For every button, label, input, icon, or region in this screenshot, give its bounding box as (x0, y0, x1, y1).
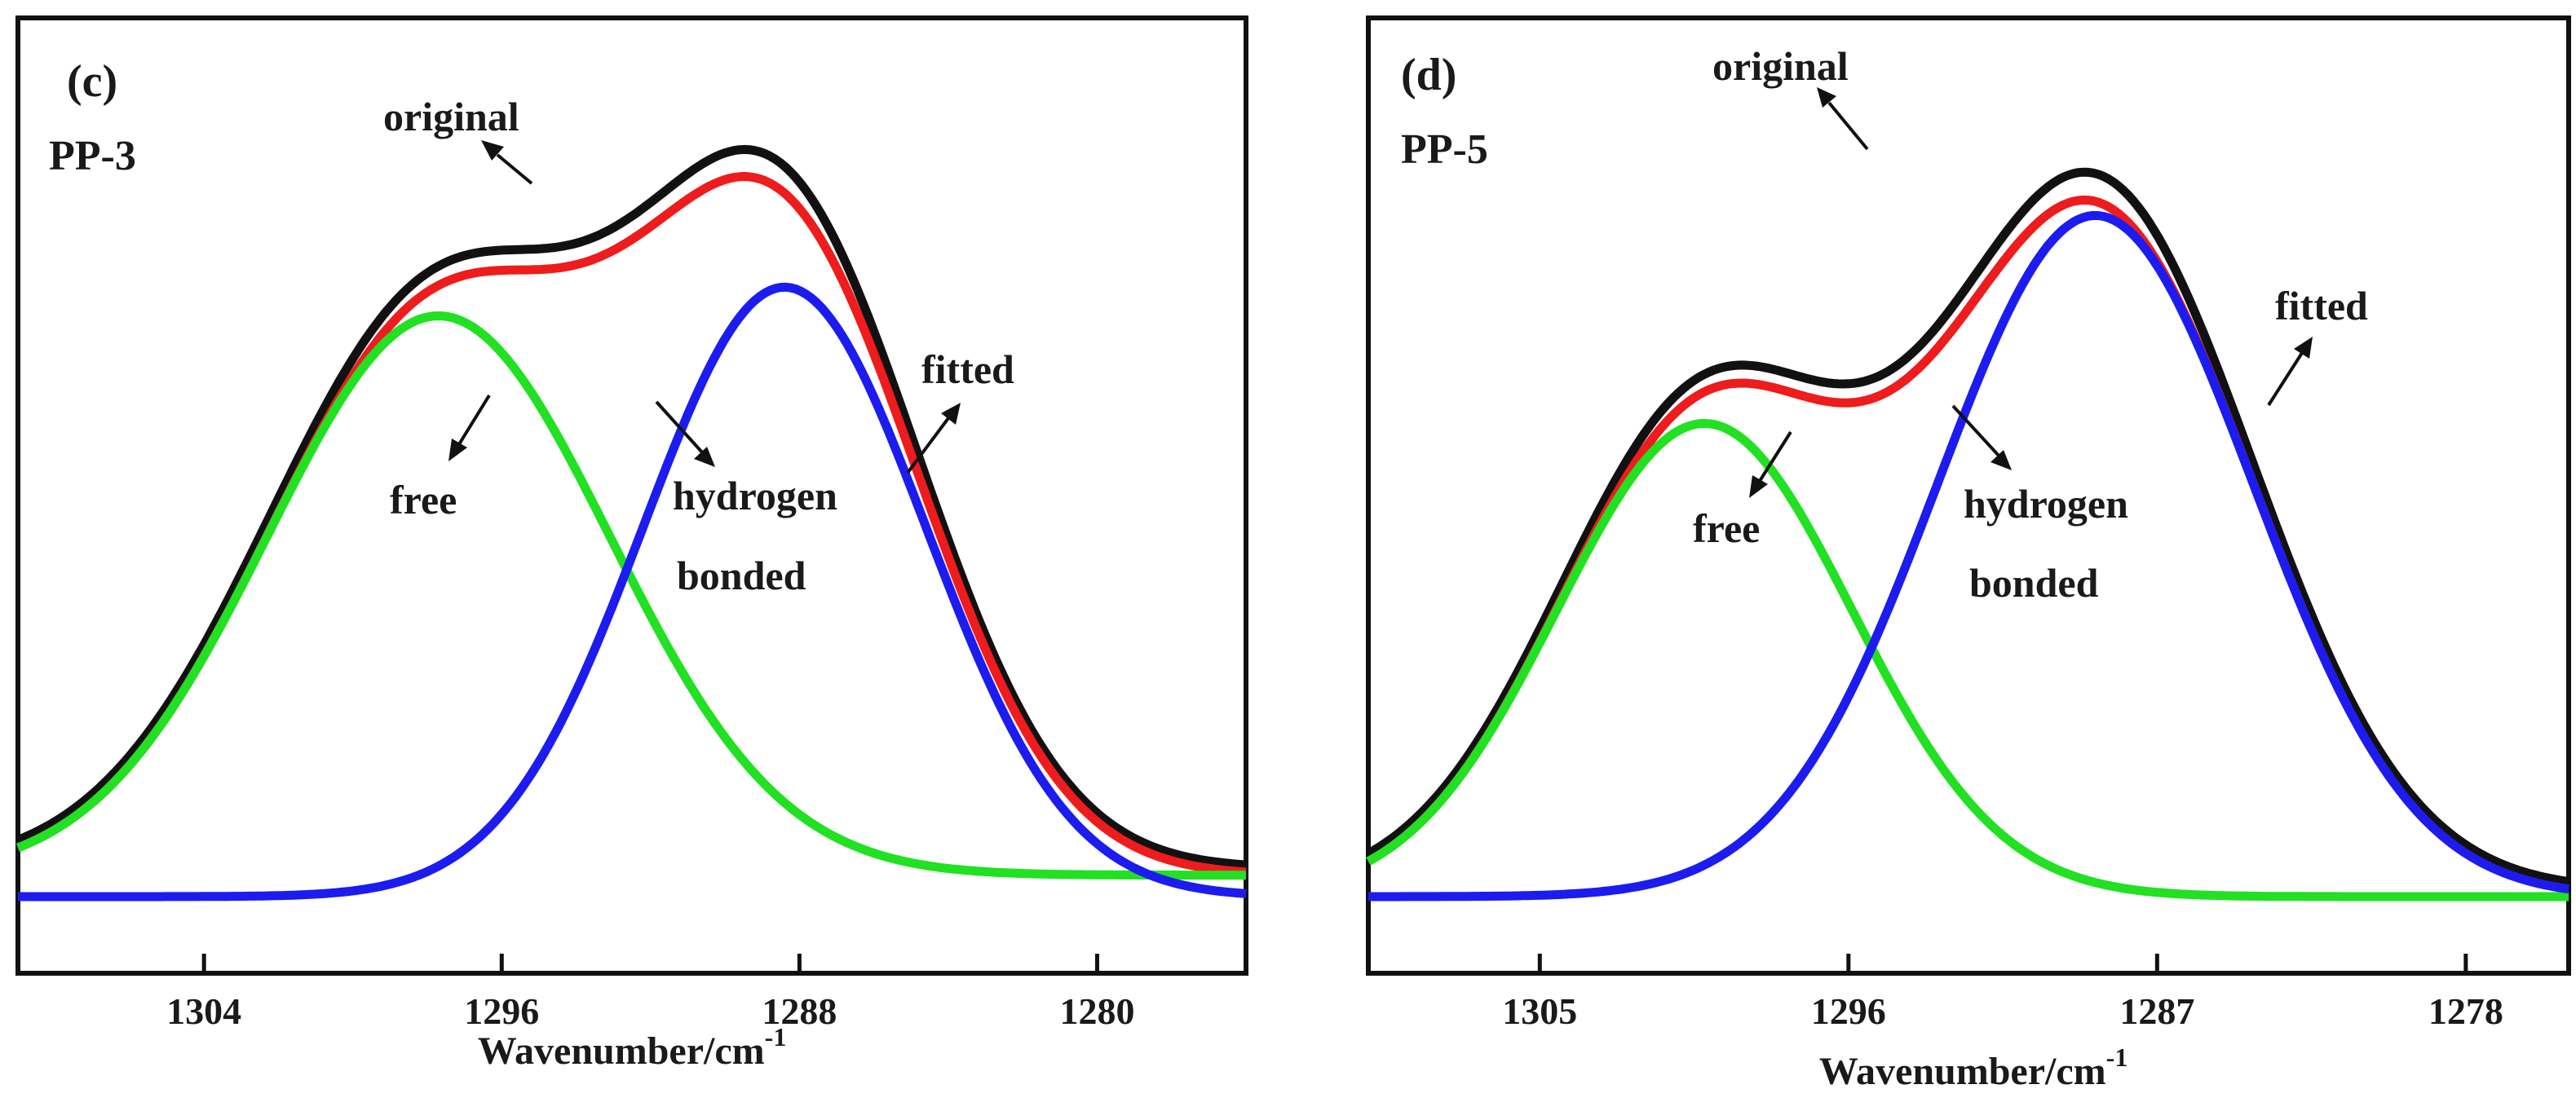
series-free (1366, 419, 2569, 902)
free-arrow (448, 394, 491, 461)
x-tick-label: 1296 (1811, 990, 1886, 1032)
curves (15, 144, 1247, 902)
free-label: free (390, 477, 457, 522)
series-free (15, 311, 1246, 880)
x-tick-label: 1280 (1059, 990, 1134, 1032)
free-arrow (1749, 430, 1792, 498)
panel-label: (c) (67, 56, 117, 107)
plot-frame (15, 15, 1248, 976)
x-axis-title: Wavenumber/cm-1 (1819, 1043, 2128, 1093)
x-axis-title: Wavenumber/cm-1 (478, 1022, 787, 1073)
bonded-label: bonded (677, 553, 806, 598)
hydrogen-label: hydrogen (1964, 481, 2128, 527)
panel-d: 1305 1296 1287 1278 (d) PP-5 original fitte… (1366, 15, 2571, 1093)
curves (1366, 167, 2569, 902)
original-label: original (1712, 43, 1849, 89)
x-tick-label: 1278 (2428, 990, 2503, 1032)
panel-label: (d) (1401, 50, 1456, 100)
series-hydrogen-bonded (1368, 210, 2569, 902)
sample-label: PP-3 (49, 133, 136, 179)
x-tick-label: 1296 (464, 990, 539, 1032)
series-original (1366, 167, 2569, 887)
free-label: free (1693, 505, 1760, 551)
series-hydrogen-bonded (18, 282, 1247, 902)
fitted-arrow (906, 403, 961, 474)
series-original (15, 144, 1247, 870)
bonded-label: bonded (1969, 560, 2099, 606)
original-label: original (383, 94, 519, 139)
x-tick-label: 1304 (166, 990, 241, 1032)
x-ticks: 1304 1296 1288 1280 (166, 954, 1134, 1032)
x-ticks: 1305 1296 1287 1278 (1502, 954, 2503, 1032)
hydrogen-label: hydrogen (673, 473, 837, 518)
original-arrow (481, 140, 533, 185)
fitted-label: fitted (2275, 283, 2368, 328)
hydrogen-arrow (1951, 404, 2012, 470)
sample-label: PP-5 (1401, 126, 1488, 173)
hydrogen-arrow (655, 400, 715, 467)
fitted-label: fitted (921, 346, 1014, 392)
panel-c: 1304 1296 1288 1280 (c) PP-3 original fitte… (15, 15, 1248, 1073)
x-tick-label: 1305 (1502, 990, 1577, 1032)
x-tick-label: 1287 (2119, 990, 2194, 1032)
fitted-arrow (2267, 337, 2313, 407)
plot-frame (1366, 15, 2571, 976)
x-tick-label: 1288 (762, 990, 837, 1032)
original-arrow (1817, 87, 1869, 151)
